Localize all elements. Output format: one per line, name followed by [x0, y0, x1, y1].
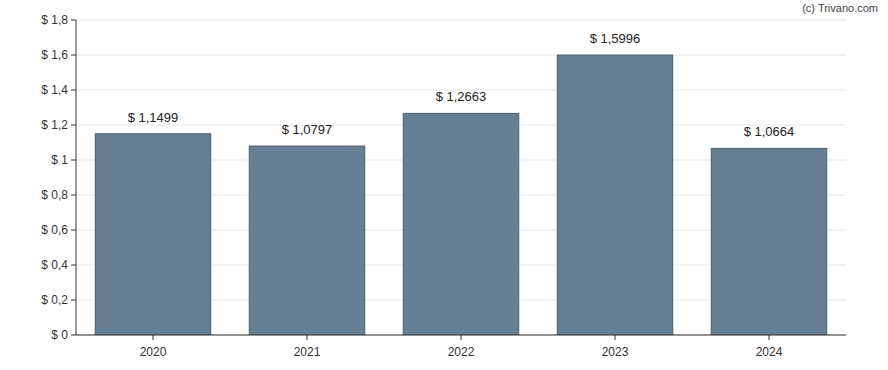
- chart: $ 0 $ 0,2 $ 0,4 $ 0,6 $ 0,8 $ 1 $ 1,2 $ 1,4 $ 1,…: [0, 0, 888, 370]
- bar: [557, 55, 673, 335]
- y-tick: [71, 125, 76, 126]
- y-tick-label: $ 0,8: [41, 188, 68, 202]
- y-tick: [71, 265, 76, 266]
- x-tick: [307, 335, 308, 340]
- x-tick: [769, 335, 770, 340]
- y-tick-label: $ 1,2: [41, 118, 68, 132]
- x-tick-label: 2022: [448, 345, 475, 359]
- y-tick: [71, 55, 76, 56]
- grid-line: [76, 55, 846, 56]
- y-tick-label: $ 1,6: [41, 48, 68, 62]
- bar: [403, 113, 519, 335]
- y-tick-label: $ 0,6: [41, 223, 68, 237]
- data-label: $ 1,0797: [282, 122, 333, 137]
- x-tick-label: 2024: [756, 345, 783, 359]
- y-tick: [71, 90, 76, 91]
- data-label: $ 1,5996: [590, 31, 641, 46]
- x-tick-label: 2021: [294, 345, 321, 359]
- y-tick-label: $ 1,8: [41, 13, 68, 27]
- data-label: $ 1,0664: [744, 124, 795, 139]
- y-tick-label: $ 1,4: [41, 83, 68, 97]
- annotation: (c) Trivano.com: [802, 2, 878, 14]
- data-label: $ 1,2663: [436, 89, 487, 104]
- x-tick-label: 2023: [602, 345, 629, 359]
- x-tick: [461, 335, 462, 340]
- y-tick-label: $ 0,2: [41, 293, 68, 307]
- x-tick: [615, 335, 616, 340]
- y-tick: [71, 195, 76, 196]
- y-axis: [76, 20, 77, 335]
- bar: [711, 148, 827, 335]
- y-tick: [71, 300, 76, 301]
- y-tick: [71, 335, 76, 336]
- bars: [95, 55, 827, 335]
- y-tick-label: $ 0,4: [41, 258, 68, 272]
- y-tick-label: $ 0: [51, 328, 68, 342]
- bar: [249, 146, 365, 335]
- y-tick: [71, 20, 76, 21]
- x-tick-label: 2020: [140, 345, 167, 359]
- grid-line: [76, 20, 846, 21]
- x-tick: [153, 335, 154, 340]
- y-tick: [71, 230, 76, 231]
- y-tick-label: $ 1: [51, 153, 68, 167]
- data-label: $ 1,1499: [128, 110, 179, 125]
- y-tick: [71, 160, 76, 161]
- bar: [95, 134, 211, 335]
